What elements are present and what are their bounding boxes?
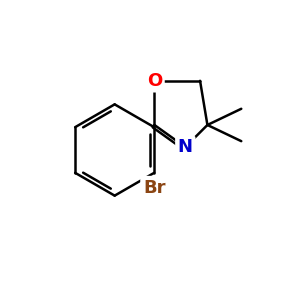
Text: N: N <box>178 138 193 156</box>
Text: Br: Br <box>143 178 165 196</box>
Text: O: O <box>147 72 162 90</box>
